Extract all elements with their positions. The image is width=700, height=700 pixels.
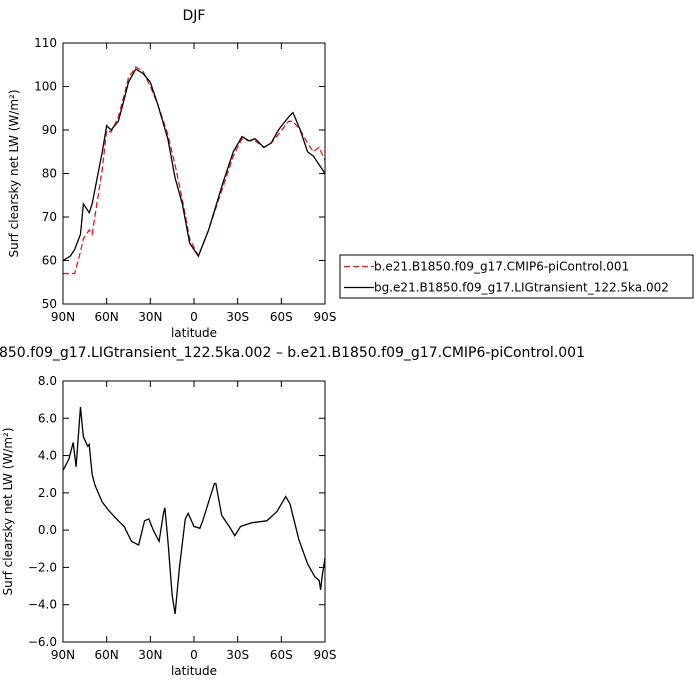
x-tick-label: 60S [270, 648, 293, 662]
y-tick-label: −4.0 [28, 598, 57, 612]
x-tick-label: 30S [226, 310, 249, 324]
x-tick-label: 60N [95, 648, 119, 662]
x-tick-label: 0 [190, 648, 198, 662]
x-tick-label: 90N [51, 310, 75, 324]
y-tick-label: 70 [42, 210, 57, 224]
y-tick-label: 0.0 [38, 523, 57, 537]
y-tick-label: −2.0 [28, 560, 57, 574]
data-line [62, 68, 326, 262]
y-tick-label: 90 [42, 123, 57, 137]
x-tick-label: 30N [138, 310, 162, 324]
data-line [63, 66, 326, 275]
y-tick-label: 6.0 [38, 411, 57, 425]
y-axis-label: Surf clearsky net LW (W/m²) [1, 427, 15, 595]
data-line [62, 407, 326, 615]
y-tick-label: 50 [42, 297, 57, 311]
y-tick-label: 8.0 [38, 374, 57, 388]
x-axis-label: latitude [171, 326, 217, 340]
x-tick-label: 30N [138, 648, 162, 662]
chart-title: bg.e21.B1850.f09_g17.LIGtransient_122.5k… [0, 345, 585, 361]
x-tick-label: 60N [95, 310, 119, 324]
y-tick-label: 60 [42, 254, 57, 268]
y-tick-label: 100 [34, 80, 57, 94]
plot-frame [62, 380, 326, 643]
y-tick-label: 4.0 [38, 449, 57, 463]
x-tick-label: 60S [270, 310, 293, 324]
legend-label: bg.e21.B1850.f09_g17.LIGtransient_122.5k… [374, 281, 669, 295]
x-tick-label: 90S [314, 310, 337, 324]
legend-label: b.e21.B1850.f09_g17.CMIP6-piControl.001 [374, 260, 629, 274]
x-tick-label: 0 [190, 310, 198, 324]
x-axis-label: latitude [171, 664, 217, 678]
y-tick-label: −6.0 [28, 635, 57, 649]
legend-box [339, 254, 694, 299]
x-tick-label: 30S [226, 648, 249, 662]
x-tick-label: 90N [51, 648, 75, 662]
y-axis-label: Surf clearsky net LW (W/m²) [7, 89, 21, 257]
x-tick-label: 90S [314, 648, 337, 662]
plot-frame [62, 42, 326, 305]
chart-title: DJF [183, 8, 206, 24]
y-tick-label: 2.0 [38, 486, 57, 500]
y-tick-label: 80 [42, 167, 57, 181]
y-tick-label: 110 [34, 36, 57, 50]
